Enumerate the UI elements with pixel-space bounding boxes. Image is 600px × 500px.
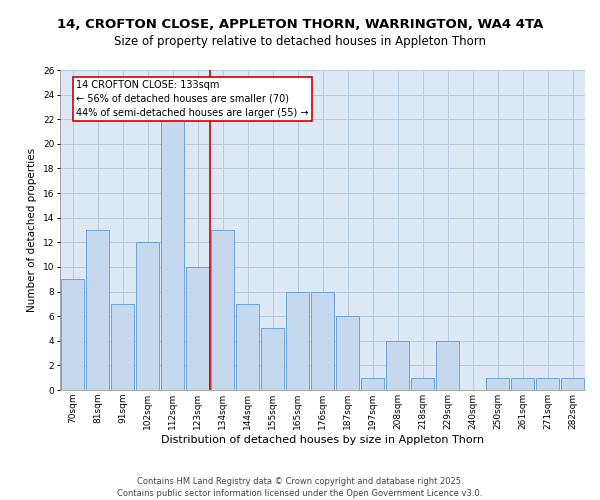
Text: 14, CROFTON CLOSE, APPLETON THORN, WARRINGTON, WA4 4TA: 14, CROFTON CLOSE, APPLETON THORN, WARRI… [57,18,543,30]
Bar [161,119,184,390]
Bar [111,304,134,390]
Bar [411,378,434,390]
Bar [286,292,309,390]
Bar [561,378,584,390]
Bar [61,279,84,390]
Bar [536,378,559,390]
Text: Size of property relative to detached houses in Appleton Thorn: Size of property relative to detached ho… [114,35,486,48]
Text: Contains HM Land Registry data © Crown copyright and database right 2025.
Contai: Contains HM Land Registry data © Crown c… [118,476,482,498]
Bar [436,341,459,390]
Bar [211,230,234,390]
Bar [386,341,409,390]
Bar [486,378,509,390]
Bar [86,230,109,390]
Y-axis label: Number of detached properties: Number of detached properties [28,148,37,312]
Bar [311,292,334,390]
X-axis label: Distribution of detached houses by size in Appleton Thorn: Distribution of detached houses by size … [161,434,484,444]
Bar [261,328,284,390]
Bar [136,242,159,390]
Bar [511,378,534,390]
Bar [361,378,384,390]
Text: 14 CROFTON CLOSE: 133sqm
← 56% of detached houses are smaller (70)
44% of semi-d: 14 CROFTON CLOSE: 133sqm ← 56% of detach… [76,80,309,118]
Bar [236,304,259,390]
Bar [186,267,209,390]
Bar [336,316,359,390]
